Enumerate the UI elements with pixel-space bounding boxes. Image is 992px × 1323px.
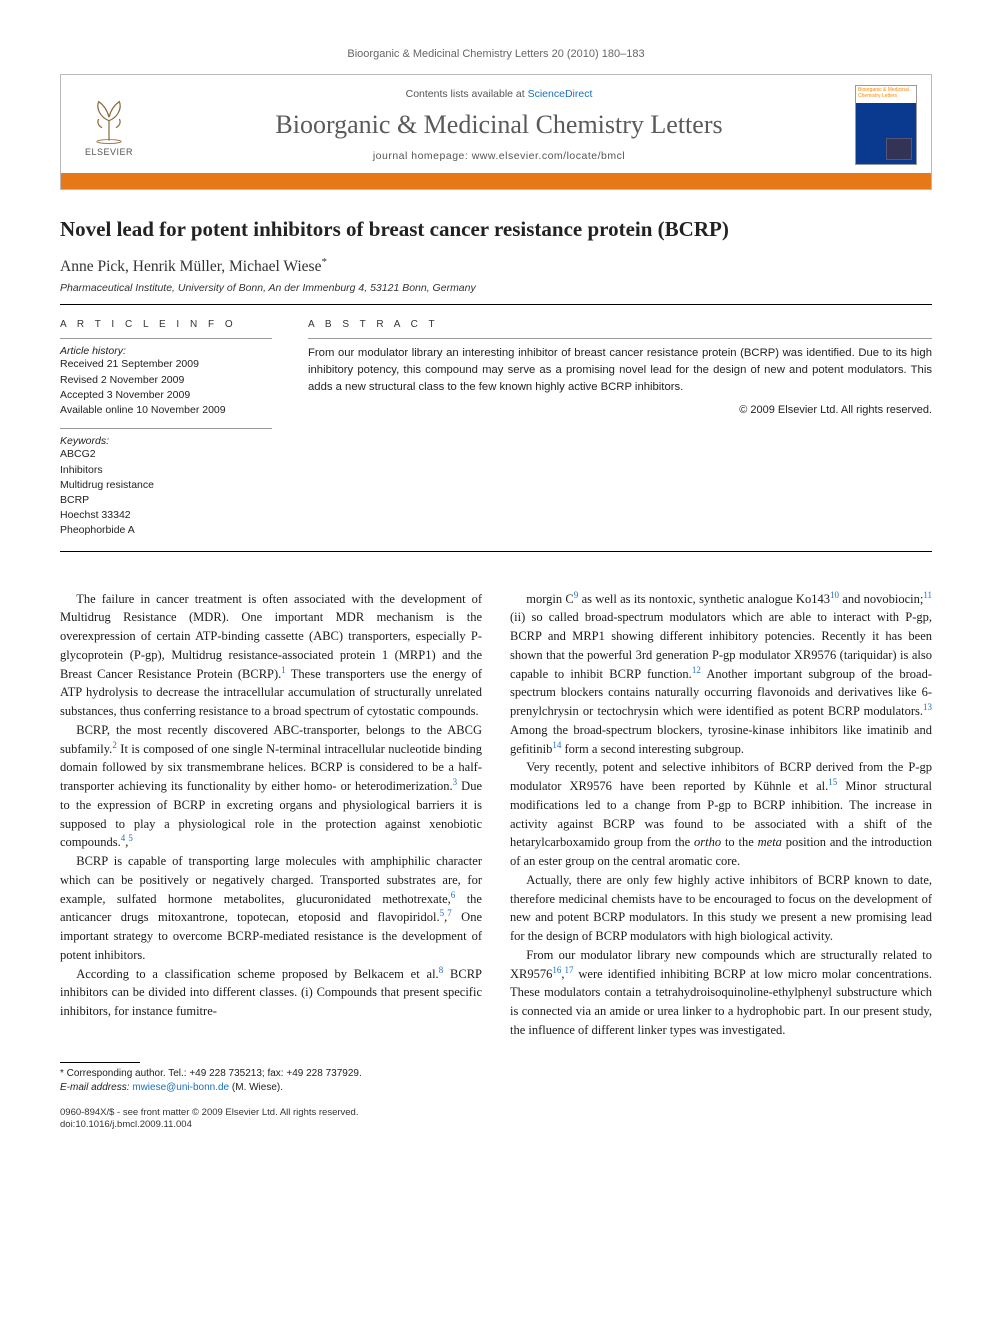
running-head: Bioorganic & Medicinal Chemistry Letters… bbox=[60, 48, 932, 60]
keyword: Multidrug resistance bbox=[60, 478, 272, 493]
page-footer: 0960-894X/$ - see front matter © 2009 El… bbox=[60, 1107, 932, 1133]
homepage-prefix: journal homepage: bbox=[373, 150, 472, 162]
info-rule-2 bbox=[60, 428, 272, 429]
body-paragraph: morgin C9 as well as its nontoxic, synth… bbox=[510, 590, 932, 759]
journal-title: Bioorganic & Medicinal Chemistry Letters bbox=[157, 110, 841, 140]
journal-masthead: ELSEVIER Contents lists available at Sci… bbox=[60, 74, 932, 190]
body-paragraph: BCRP is capable of transporting large mo… bbox=[60, 852, 482, 965]
email-label: E-mail address: bbox=[60, 1082, 129, 1093]
abstract-copyright: © 2009 Elsevier Ltd. All rights reserved… bbox=[308, 404, 932, 416]
corresponding-email-link[interactable]: mwiese@uni-bonn.de bbox=[132, 1082, 229, 1093]
body-paragraph: From our modulator library new compounds… bbox=[510, 946, 932, 1040]
abstract-heading: A B S T R A C T bbox=[308, 319, 932, 330]
corresponding-author-footnote: * Corresponding author. Tel.: +49 228 73… bbox=[60, 1067, 479, 1081]
body-paragraph: BCRP, the most recently discovered ABC-t… bbox=[60, 721, 482, 852]
body-paragraph: Very recently, potent and selective inhi… bbox=[510, 758, 932, 871]
body-paragraph: The failure in cancer treatment is often… bbox=[60, 590, 482, 721]
contents-prefix: Contents lists available at bbox=[406, 88, 528, 100]
article-body: The failure in cancer treatment is often… bbox=[60, 590, 932, 1040]
keyword: Hoechst 33342 bbox=[60, 508, 272, 523]
abstract-rule bbox=[308, 338, 932, 339]
info-rule-1 bbox=[60, 338, 272, 339]
sciencedirect-link[interactable]: ScienceDirect bbox=[528, 88, 593, 100]
journal-homepage-line: journal homepage: www.elsevier.com/locat… bbox=[157, 150, 841, 162]
footnote-rule bbox=[60, 1062, 140, 1063]
history-revised: Revised 2 November 2009 bbox=[60, 373, 272, 388]
history-online: Available online 10 November 2009 bbox=[60, 403, 272, 418]
contents-available-line: Contents lists available at ScienceDirec… bbox=[157, 88, 841, 100]
keyword: BCRP bbox=[60, 493, 272, 508]
rule-above-meta bbox=[60, 304, 932, 305]
keyword: Pheophorbide A bbox=[60, 523, 272, 538]
history-label: Article history: bbox=[60, 345, 272, 357]
footer-doi-line: doi:10.1016/j.bmcl.2009.11.004 bbox=[60, 1119, 932, 1132]
publisher-name: ELSEVIER bbox=[85, 147, 133, 157]
email-suffix: (M. Wiese). bbox=[229, 1082, 283, 1093]
body-paragraph: Actually, there are only few highly acti… bbox=[510, 871, 932, 946]
elsevier-tree-icon bbox=[83, 93, 135, 145]
cover-figure-icon bbox=[886, 138, 912, 160]
journal-homepage-link[interactable]: www.elsevier.com/locate/bmcl bbox=[472, 150, 625, 162]
abstract-block: A B S T R A C T From our modulator libra… bbox=[308, 319, 932, 538]
footnotes: * Corresponding author. Tel.: +49 228 73… bbox=[60, 1062, 479, 1095]
abstract-text: From our modulator library an interestin… bbox=[308, 345, 932, 396]
elsevier-logo: ELSEVIER bbox=[75, 85, 143, 165]
body-paragraph: According to a classification scheme pro… bbox=[60, 965, 482, 1021]
affiliation: Pharmaceutical Institute, University of … bbox=[60, 282, 932, 294]
journal-cover-thumbnail: Bioorganic & Medicinal Chemistry Letters bbox=[855, 85, 917, 165]
email-footnote: E-mail address: mwiese@uni-bonn.de (M. W… bbox=[60, 1081, 479, 1095]
corresponding-marker: * bbox=[321, 256, 327, 268]
masthead-accent-bar bbox=[61, 173, 931, 189]
rule-below-meta bbox=[60, 551, 932, 552]
article-title: Novel lead for potent inhibitors of brea… bbox=[60, 216, 932, 242]
keywords-label: Keywords: bbox=[60, 435, 272, 447]
article-info-block: A R T I C L E I N F O Article history: R… bbox=[60, 319, 272, 538]
history-received: Received 21 September 2009 bbox=[60, 357, 272, 372]
authors-text: Anne Pick, Henrik Müller, Michael Wiese bbox=[60, 258, 321, 275]
keyword: ABCG2 bbox=[60, 447, 272, 462]
author-list: Anne Pick, Henrik Müller, Michael Wiese* bbox=[60, 256, 932, 276]
history-accepted: Accepted 3 November 2009 bbox=[60, 388, 272, 403]
footer-issn-line: 0960-894X/$ - see front matter © 2009 El… bbox=[60, 1107, 932, 1120]
cover-title: Bioorganic & Medicinal Chemistry Letters bbox=[858, 88, 914, 99]
keyword: Inhibitors bbox=[60, 463, 272, 478]
article-info-heading: A R T I C L E I N F O bbox=[60, 319, 272, 330]
